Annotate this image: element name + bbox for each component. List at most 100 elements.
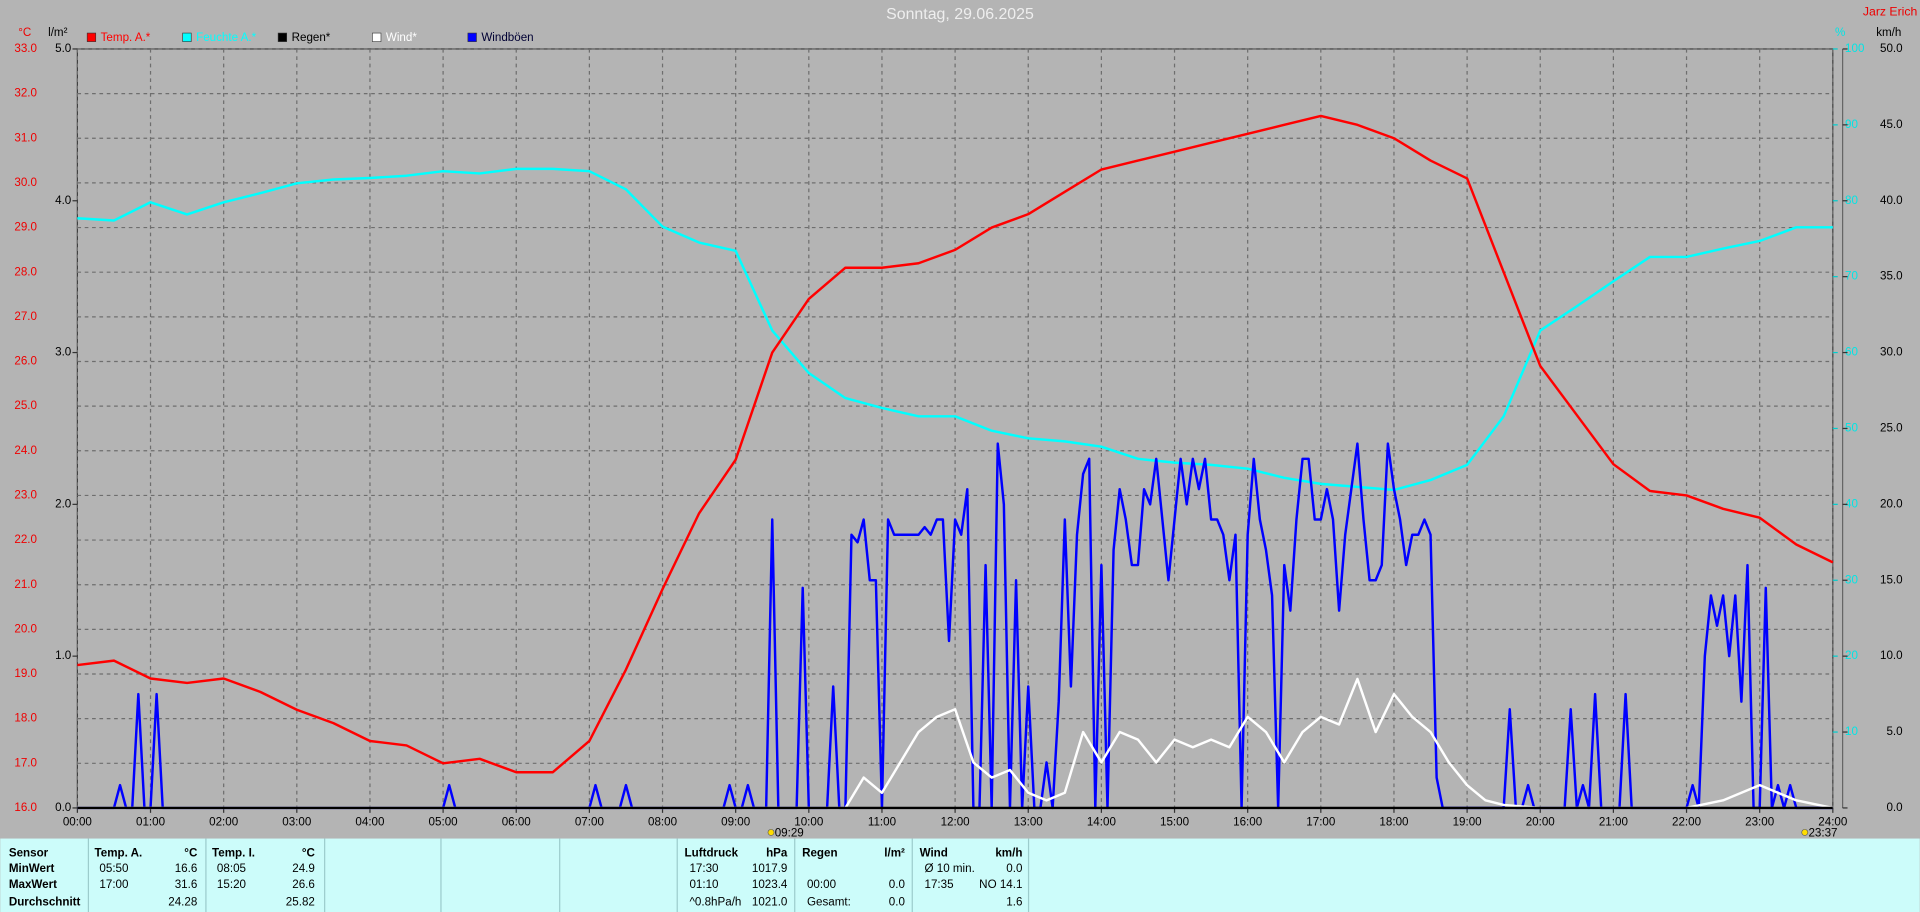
humidity-tick-label: 80 bbox=[1845, 194, 1858, 207]
cell-time: Gesamt: bbox=[807, 895, 851, 908]
annotation-label: 09:29 bbox=[775, 827, 804, 840]
y-tick-label: 23.0 bbox=[14, 488, 37, 501]
rain-axis-title: l/m² bbox=[48, 26, 67, 39]
legend-swatch bbox=[86, 32, 97, 42]
cell-value: 0.0 bbox=[889, 895, 905, 908]
cell-time: 17:00 bbox=[99, 878, 128, 891]
humidity-tick-label: 100 bbox=[1845, 42, 1864, 55]
legend-swatch bbox=[372, 32, 382, 42]
y-tick-label: 16.0 bbox=[14, 801, 37, 814]
cell-value: 1021.0 bbox=[752, 895, 788, 908]
y-tick-label: 29.0 bbox=[14, 221, 37, 234]
humidity-axis-title: % bbox=[1835, 26, 1845, 39]
chart-title: Sonntag, 29.06.2025 bbox=[886, 6, 1034, 23]
legend-label: Regen* bbox=[292, 31, 331, 44]
x-tick-label: 24:00 bbox=[1818, 816, 1847, 829]
cell-time: 08:05 bbox=[217, 862, 246, 875]
rain-tick-label: 5.0 bbox=[55, 42, 71, 55]
cell-value: 26.6 bbox=[292, 878, 315, 891]
cell-value: 1.6 bbox=[1006, 895, 1022, 908]
y-tick-label: 25.0 bbox=[14, 399, 37, 412]
cell-value: 0.0 bbox=[1006, 862, 1022, 875]
cell-time: 05:50 bbox=[99, 862, 128, 875]
group-name: Temp. A. bbox=[95, 846, 143, 859]
cell-time: 15:20 bbox=[217, 878, 246, 891]
y-tick-label: 31.0 bbox=[14, 131, 37, 144]
x-tick-label: 19:00 bbox=[1453, 816, 1482, 829]
y2-tick-label: 35.0 bbox=[1880, 270, 1903, 283]
humidity-tick-label: 30 bbox=[1845, 573, 1858, 586]
cell-time: 01:10 bbox=[689, 878, 718, 891]
x-tick-label: 13:00 bbox=[1014, 816, 1043, 829]
cell-value: 24.28 bbox=[168, 895, 197, 908]
humidity-tick-label: 40 bbox=[1845, 497, 1858, 510]
x-tick-label: 01:00 bbox=[136, 816, 165, 829]
rain-tick-label: 0.0 bbox=[55, 801, 71, 814]
x-tick-label: 18:00 bbox=[1379, 816, 1408, 829]
y2-tick-label: 40.0 bbox=[1880, 194, 1903, 207]
y2-tick-label: 5.0 bbox=[1886, 725, 1902, 738]
x-tick-label: 06:00 bbox=[502, 816, 531, 829]
annotation-label: 23:37 bbox=[1808, 827, 1837, 840]
row-label: MaxWert bbox=[9, 878, 57, 891]
group-name: Wind bbox=[920, 846, 948, 859]
rain-tick-label: 4.0 bbox=[55, 194, 71, 207]
series-line bbox=[77, 167, 1833, 492]
y2-tick-label: 30.0 bbox=[1880, 346, 1903, 359]
author: Jarz Erich bbox=[1863, 4, 1918, 18]
stats-panel bbox=[0, 838, 1920, 912]
x-tick-label: 07:00 bbox=[575, 816, 604, 829]
y-tick-label: 19.0 bbox=[14, 667, 37, 680]
x-tick-label: 14:00 bbox=[1087, 816, 1116, 829]
x-tick-label: 20:00 bbox=[1526, 816, 1555, 829]
y-tick-label: 32.0 bbox=[14, 87, 37, 100]
group-unit: °C bbox=[184, 846, 198, 859]
x-tick-label: 05:00 bbox=[429, 816, 458, 829]
y-axis-title: °C bbox=[18, 26, 31, 39]
y2-tick-label: 20.0 bbox=[1880, 497, 1903, 510]
y-tick-label: 30.0 bbox=[14, 176, 37, 189]
cell-time: 00:00 bbox=[807, 878, 836, 891]
group-name: Luftdruck bbox=[685, 846, 739, 859]
cell-value: 16.6 bbox=[175, 862, 198, 875]
humidity-tick-label: 90 bbox=[1845, 118, 1858, 131]
y-tick-label: 20.0 bbox=[14, 622, 37, 635]
legend-label: Wind* bbox=[386, 31, 417, 44]
humidity-tick-label: 20 bbox=[1845, 649, 1858, 662]
y-tick-label: 21.0 bbox=[14, 578, 37, 591]
y-tick-label: 26.0 bbox=[14, 355, 37, 368]
x-tick-label: 12:00 bbox=[941, 816, 970, 829]
x-tick-label: 04:00 bbox=[355, 816, 384, 829]
x-tick-label: 08:00 bbox=[648, 816, 677, 829]
group-name: Regen bbox=[802, 846, 837, 859]
row-label: Durchschnitt bbox=[9, 895, 81, 908]
cell-value: 1017.9 bbox=[752, 862, 788, 875]
legend-swatch bbox=[277, 32, 288, 42]
series-line bbox=[77, 114, 1834, 774]
group-name: Temp. I. bbox=[212, 846, 255, 859]
legend-swatch bbox=[182, 32, 192, 42]
x-tick-label: 00:00 bbox=[63, 816, 92, 829]
x-tick-label: 11:00 bbox=[868, 816, 896, 829]
y-tick-label: 28.0 bbox=[14, 265, 37, 278]
humidity-tick-label: 50 bbox=[1845, 422, 1858, 435]
rain-tick-label: 3.0 bbox=[55, 346, 71, 359]
cell-value: 0.0 bbox=[889, 878, 905, 891]
x-tick-label: 16:00 bbox=[1233, 816, 1262, 829]
group-unit: l/m² bbox=[884, 846, 905, 859]
humidity-tick-label: 10 bbox=[1845, 725, 1858, 738]
cell-value: 25.82 bbox=[286, 895, 315, 908]
cell-time: 17:35 bbox=[924, 878, 953, 891]
x-tick-label: 09:00 bbox=[721, 816, 750, 829]
annotation-marker bbox=[767, 829, 775, 836]
x-tick-label: 17:00 bbox=[1306, 816, 1335, 829]
rain-tick-label: 2.0 bbox=[55, 497, 71, 510]
legend-swatch bbox=[467, 32, 477, 42]
legend-label: Windböen bbox=[481, 31, 533, 44]
cell-time: ^0.8hPa/h bbox=[689, 895, 741, 908]
x-tick-label: 02:00 bbox=[209, 816, 238, 829]
x-tick-label: 21:00 bbox=[1599, 816, 1628, 829]
x-tick-label: 03:00 bbox=[282, 816, 311, 829]
y2-tick-label: 0.0 bbox=[1886, 801, 1902, 814]
